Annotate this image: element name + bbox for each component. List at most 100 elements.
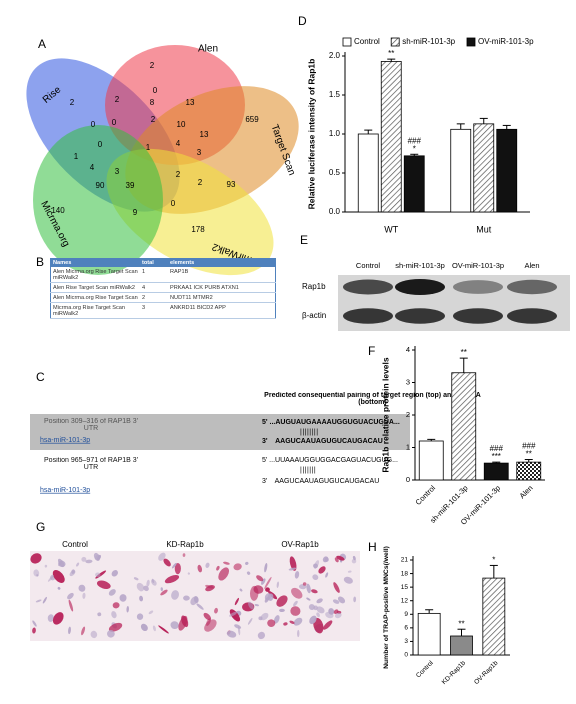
osteoclast [108,622,123,632]
bar [357,133,379,213]
cell-fiber [81,556,87,562]
panel-label: C [36,370,45,384]
cell-fiber [183,595,190,601]
venn-count: 3 [115,167,120,176]
y-tick-label: 2.0 [329,51,341,60]
cell-fiber [119,594,127,602]
cell-fiber [97,554,101,561]
cell-fiber [158,552,166,561]
osteoclast [289,620,295,624]
cell-fiber [264,562,268,573]
legend-label: sh-miR-101-3p [402,37,455,46]
bar [450,128,472,213]
cell-fiber [325,611,334,619]
venn-count: 2 [70,98,75,107]
cell-fiber [170,621,179,630]
group-label: Control [62,540,88,549]
cell-fiber [294,571,300,579]
column-header: total [140,258,168,267]
cell-fiber [111,611,117,619]
osteoclast [52,612,64,625]
y-tick-label: 0 [404,652,408,659]
cell-fiber [126,606,129,613]
osteoclast [333,582,340,593]
osteoclast [178,615,188,631]
cell-fiber [160,587,163,592]
cell-fiber [196,603,204,610]
mirna-name: hsa-miR-101-3p [40,437,90,444]
venn-count: 3 [197,148,202,157]
y-tick-label: 6 [404,625,408,632]
cell-fiber [57,558,65,568]
blot-band [395,279,445,295]
venn-count: 2 [150,61,155,70]
venn-count: 9 [133,208,138,217]
significance: ### [490,444,504,453]
cell-fiber [148,610,154,615]
position-wrap: Position 965–971 of RAP1B 3' UTR [44,457,138,471]
osteoclast [163,558,171,567]
x-tick-label: Control [415,659,435,679]
venn-count: 8 [150,98,155,107]
venn-count: 0 [91,120,96,129]
cell-fiber [260,612,269,621]
lane-label: Alen [524,261,539,270]
significance: ### [408,136,422,145]
venn-count: 4 [90,163,95,172]
cell-fiber [248,601,254,610]
cell-fiber [68,626,71,635]
cell-fiber [309,619,316,624]
cell-fiber [205,562,210,568]
cell-fiber [325,572,329,578]
venn-count: 13 [200,130,209,139]
cell-fiber [47,614,54,622]
osteoclast [81,626,86,636]
protein-label: Rap1b [302,282,326,291]
osteoclast [311,589,318,594]
cell-fiber [35,599,42,603]
cell-fiber [334,612,342,619]
bar [496,128,518,213]
cell-fiber [288,567,297,571]
osteoclast [216,565,220,571]
cell-fiber [171,562,177,569]
y-tick-label: 0.5 [329,168,341,177]
bar [482,577,506,656]
cell-fiber [146,579,150,587]
cell-fiber [95,572,101,578]
venn-count: 39 [126,181,135,190]
venn-count: 2 [198,178,203,187]
cell-fiber [152,625,156,632]
osteoclast [197,564,203,573]
cell-fiber [352,555,356,561]
table-cell: 2 [140,292,168,303]
cell-fiber [111,570,118,577]
venn-count: 2 [176,170,181,179]
table-cell: Alen Micrma.org Rise Target Scan [50,292,140,303]
bar [516,461,542,481]
panel-label: E [300,233,308,247]
osteoclast [30,553,42,564]
venn-count: 0 [153,86,158,95]
osteoclast [205,585,215,592]
cell-fiber [316,606,325,614]
panel-label: D [298,14,307,28]
significance: * [492,556,495,565]
target-seq: 5' ...AUGUAUGAAAAUGGUGUACUGUA... [262,419,400,426]
x-tick-label: Alen [518,483,535,500]
y-axis-label: Rap1b relative protein levels [380,357,390,473]
venn-count: 4 [176,139,181,148]
cell-fiber [247,618,253,625]
position-wrap: Position 309–316 of RAP1B 3' UTR [44,418,138,432]
cell-fiber [97,612,102,617]
osteoclast [234,597,239,606]
osteoclast [333,609,339,614]
cell-fiber [353,596,357,603]
x-tick-label: WT [384,224,398,234]
significance: ** [461,348,467,357]
table-cell: ANKRD11 BICD2 APP [168,302,276,319]
mirna-name: hsa-miR-101-3p [40,487,90,494]
group-label: KD-Rap1b [166,540,204,549]
osteoclast [218,567,230,581]
osteoclast [289,556,297,571]
